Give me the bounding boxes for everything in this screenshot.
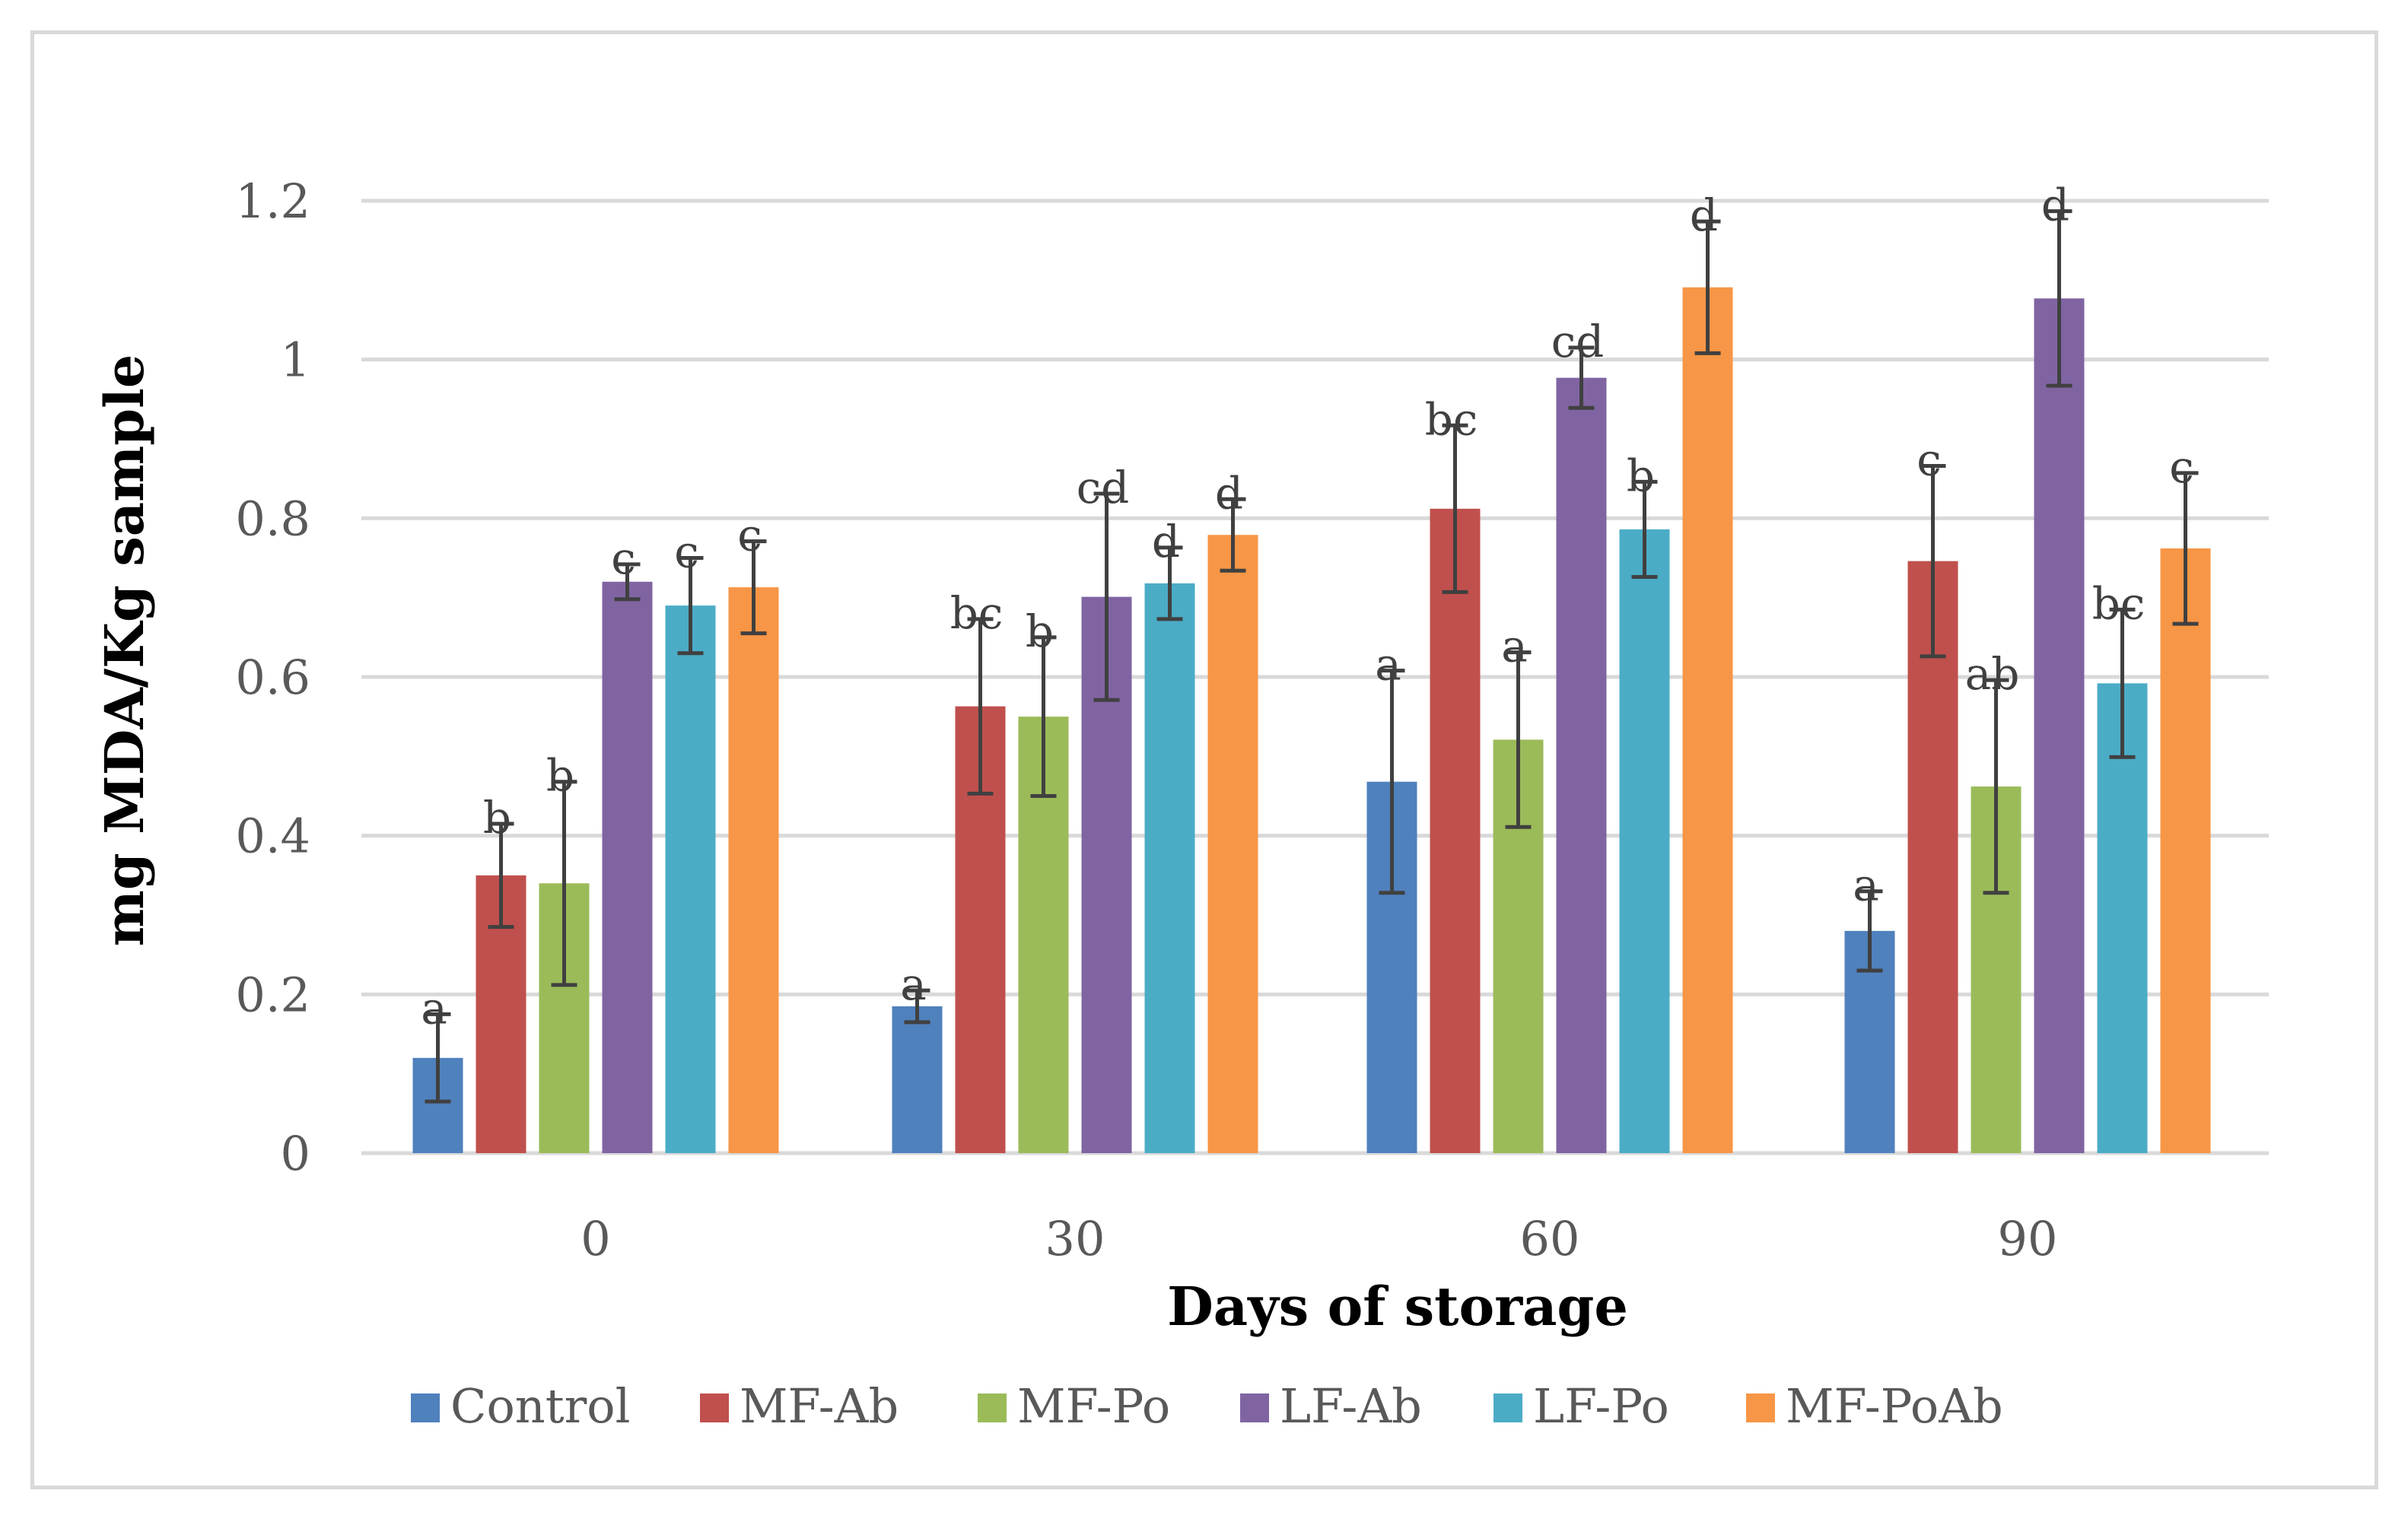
bar <box>1430 508 1481 1153</box>
legend-swatch <box>700 1393 729 1422</box>
significance-letter: bc <box>950 587 1004 639</box>
legend-label: MF-PoAb <box>1786 1378 2003 1434</box>
legend: Control MF-Ab MF-Po LF-Ab LF-Po MF-PoAb <box>411 1378 2003 1434</box>
legend-item: MF-Po <box>978 1378 1170 1434</box>
bar <box>602 581 653 1153</box>
significance-letter: a <box>1853 860 1879 911</box>
x-tick-label: 90 <box>1998 1211 2058 1266</box>
x-axis-ticks: 0 30 60 90 <box>581 1211 2057 1266</box>
significance-letter: b <box>1627 450 1655 501</box>
chart-frame <box>30 30 2378 1489</box>
y-tick-label: 0.6 <box>235 650 310 705</box>
y-tick-label: 0.8 <box>235 491 310 546</box>
significance-letter: d <box>1215 467 1243 519</box>
y-tick-label: 1 <box>281 332 310 388</box>
x-tick-label: 60 <box>1520 1211 1580 1266</box>
significance-letter: b <box>546 750 574 802</box>
significance-letter: cd <box>1077 462 1130 513</box>
significance-letter: d <box>1690 189 1718 241</box>
significance-letter: c <box>737 510 762 561</box>
significance-letter: bc <box>1425 393 1478 445</box>
legend-item: LF-Po <box>1493 1378 1669 1434</box>
significance-letter: c <box>1917 434 1941 485</box>
bar <box>728 587 779 1153</box>
legend-label: LF-Po <box>1533 1378 1669 1434</box>
bars <box>412 287 2211 1154</box>
legend-swatch <box>411 1393 440 1422</box>
legend-swatch <box>1240 1393 1269 1422</box>
legend-label: Control <box>450 1378 630 1434</box>
y-tick-label: 0 <box>281 1126 310 1181</box>
legend-item: MF-PoAb <box>1746 1378 2003 1434</box>
legend-item: Control <box>411 1378 630 1434</box>
y-tick-label: 0.2 <box>235 967 310 1022</box>
bar <box>2034 298 2085 1154</box>
significance-letter: c <box>674 526 698 578</box>
legend-swatch <box>1746 1393 1775 1422</box>
significance-letter: c <box>611 532 635 584</box>
bar <box>1682 287 1733 1153</box>
significance-letter: d <box>1152 516 1180 567</box>
bar <box>892 1006 943 1153</box>
bar <box>1144 583 1195 1153</box>
legend-swatch <box>978 1393 1007 1422</box>
bar <box>1207 535 1258 1153</box>
x-axis-title: Days of storage <box>1167 1275 1628 1338</box>
significance-letter: c <box>2169 441 2193 493</box>
legend-item: LF-Ab <box>1240 1378 1422 1434</box>
bar <box>665 605 716 1153</box>
significance-letter: ab <box>1965 648 2020 700</box>
significance-letter: a <box>900 958 927 1010</box>
significance-letter: bc <box>2092 577 2146 629</box>
x-tick-label: 0 <box>581 1211 610 1266</box>
y-tick-label: 1.2 <box>235 173 310 229</box>
legend-label: LF-Ab <box>1280 1378 1422 1434</box>
x-tick-label: 30 <box>1045 1211 1105 1266</box>
y-axis-ticks: 0 0.2 0.4 0.6 0.8 1 1.2 <box>235 173 310 1181</box>
significance-letter: a <box>421 982 447 1034</box>
y-axis-title: mg MDA/Kg sample <box>93 354 156 947</box>
legend-swatch <box>1493 1393 1522 1422</box>
bar <box>1907 561 1958 1153</box>
bar <box>1556 377 1607 1153</box>
significance-letter: d <box>2041 180 2069 231</box>
bar <box>2160 548 2211 1153</box>
significance-letter: a <box>1501 621 1528 672</box>
legend-item: MF-Ab <box>700 1378 899 1434</box>
significance-letter: a <box>1375 639 1401 691</box>
bar <box>1619 529 1670 1153</box>
significance-letter: b <box>483 792 511 844</box>
significance-letter: b <box>1026 605 1054 657</box>
legend-label: MF-Ab <box>740 1378 899 1434</box>
y-tick-label: 0.4 <box>235 809 310 864</box>
bar <box>2097 683 2148 1153</box>
legend-label: MF-Po <box>1017 1378 1170 1434</box>
error-bars <box>425 209 2199 1104</box>
significance-letter: cd <box>1551 316 1605 367</box>
